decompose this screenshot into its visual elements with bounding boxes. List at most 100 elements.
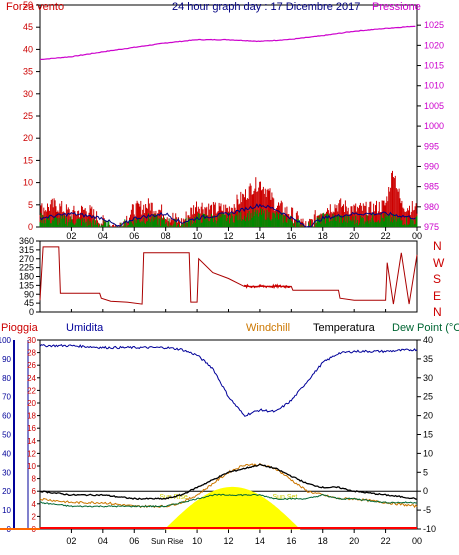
direction-noise-line xyxy=(243,283,291,289)
wind-mean-line xyxy=(39,203,416,228)
dir-label-e: E xyxy=(433,289,441,303)
wind-x-label-4: 10 xyxy=(192,231,202,241)
pressure-axis-label-6: 1005 xyxy=(424,101,444,111)
humidity-axis-title: Umidita xyxy=(66,322,104,334)
dir-label-n-bottom: N xyxy=(433,305,442,319)
direction-frame xyxy=(39,240,418,313)
temp-x-label-12: 12 xyxy=(223,536,233,546)
rain-axis-label-6: 12 xyxy=(27,449,36,458)
humidity-axis-label-8: 80 xyxy=(2,374,11,383)
humidity-axis-label-4: 40 xyxy=(2,449,11,458)
rain-axis-label-4: 8 xyxy=(32,475,37,484)
wind-x-label-6: 14 xyxy=(255,231,265,241)
temp-axis-label-7: 25 xyxy=(423,392,433,402)
pressure-axis-label-4: 995 xyxy=(424,141,439,151)
chart-title: 24 hour graph day : 17 Dicembre 2017 xyxy=(172,1,360,13)
temp-axis-label-1: -5 xyxy=(423,505,431,515)
humidity-axis-label-10: 100 xyxy=(0,336,12,345)
temp-axis-label-8: 30 xyxy=(423,373,433,383)
dir-axis-label-4: 180 xyxy=(19,272,34,282)
rain-axis-label-3: 6 xyxy=(32,487,37,496)
wind-x-label-9: 20 xyxy=(349,231,359,241)
temp-axis-label-6: 20 xyxy=(423,411,433,421)
rain-axis-label-10: 20 xyxy=(27,399,36,408)
temp-x-label-16: 16 xyxy=(286,536,296,546)
windchill-legend: Windchill xyxy=(246,322,290,334)
wind-pressure-frame xyxy=(39,4,418,228)
rain-axis-label-5: 10 xyxy=(27,462,36,471)
rain-axis-label-11: 22 xyxy=(27,386,36,395)
dewpoint-legend: Dew Point (°C xyxy=(392,322,459,334)
wind-axis-label-9: 45 xyxy=(23,22,33,32)
dir-axis-label-8: 360 xyxy=(19,236,34,246)
wind-axis-label-7: 35 xyxy=(23,67,33,77)
temp-x-label-14: 14 xyxy=(255,536,265,546)
temperature-plot: 0 10 20 30 40 50 60 70 80 90 10 00 2 4 6 8 10 12 14 16 18 20 2… xyxy=(0,335,436,546)
wind-x-label-10: 22 xyxy=(381,231,391,241)
rain-axis-label-7: 14 xyxy=(27,437,36,446)
wind-x-label-7: 16 xyxy=(286,231,296,241)
rain-axis-label-14: 28 xyxy=(27,349,36,358)
rain-axis-label-2: 4 xyxy=(32,500,37,509)
humidity-axis-label-5: 50 xyxy=(2,431,11,440)
temp-x-label-04: 04 xyxy=(98,536,108,546)
wind-axis-label-8: 40 xyxy=(23,44,33,54)
dir-label-s: S xyxy=(433,272,441,286)
pressure-axis-label-1: 980 xyxy=(424,202,439,212)
pressure-axis-label-3: 990 xyxy=(424,161,439,171)
temp-axis-label-3: 5 xyxy=(423,467,428,477)
wind-x-label-11: 00 xyxy=(412,231,422,241)
temp-axis-label-9: 35 xyxy=(423,354,433,364)
temp-axis-label-0: -10 xyxy=(423,524,436,534)
wind-x-label-2: 06 xyxy=(129,231,139,241)
pressure-axis-label-10: 1025 xyxy=(424,20,444,30)
wind-x-label-0: 02 xyxy=(66,231,76,241)
temp-axis-label-2: 0 xyxy=(423,486,428,496)
rain-axis-label-9: 18 xyxy=(27,412,36,421)
wind-x-label-1: 04 xyxy=(98,231,108,241)
wind-pressure-plot: 0510152025303540455097598098599099510001… xyxy=(23,0,444,241)
temp-x-label-00: 00 xyxy=(412,536,422,546)
temp-x-label-18: 18 xyxy=(318,536,328,546)
humidity-axis-label-7: 70 xyxy=(2,393,11,402)
pressure-axis-label-5: 1000 xyxy=(424,121,444,131)
wind-x-label-8: 18 xyxy=(318,231,328,241)
dir-axis-label-1: 45 xyxy=(24,298,34,308)
temp-axis-label-5: 15 xyxy=(423,430,433,440)
wind-axis-label-6: 30 xyxy=(23,89,33,99)
dir-label-w: W xyxy=(433,256,445,270)
pressure-axis-label-9: 1020 xyxy=(424,40,444,50)
dir-axis-label-7: 315 xyxy=(19,245,34,255)
sun-area xyxy=(164,486,301,530)
humidity-axis-label-1: 10 xyxy=(2,506,11,515)
pressure-line xyxy=(39,25,416,61)
dir-axis-label-2: 90 xyxy=(24,289,34,299)
temperature-line xyxy=(39,463,418,501)
dewpoint-line xyxy=(39,493,418,508)
temp-x-label-06: 06 xyxy=(129,536,139,546)
temp-axis-label-4: 10 xyxy=(423,448,433,458)
humidity-axis-label-2: 20 xyxy=(2,487,11,496)
wind-axis-label-2: 10 xyxy=(23,178,33,188)
dir-axis-label-3: 135 xyxy=(19,280,34,290)
pressure-axis-label-2: 985 xyxy=(424,182,439,192)
pressure-axis-label-8: 1015 xyxy=(424,61,444,71)
dir-label-n-top: N xyxy=(433,239,442,253)
humidity-axis-label-3: 30 xyxy=(2,468,11,477)
humidity-line xyxy=(39,344,418,417)
wind-axis-label-10: 50 xyxy=(23,0,33,10)
humidity-axis-label-6: 60 xyxy=(2,412,11,421)
rain-axis-title: Pioggia xyxy=(1,322,39,334)
wind-axis-label-1: 5 xyxy=(28,200,33,210)
temperature-legend: Temperatura xyxy=(313,322,376,334)
wind-x-label-3: 08 xyxy=(161,231,171,241)
direction-labels: N W S E N xyxy=(433,239,445,319)
rain-axis-label-1: 2 xyxy=(32,512,37,521)
humidity-axis-label-9: 90 xyxy=(2,355,11,364)
wind-axis-label-0: 0 xyxy=(28,222,33,232)
temp-x-label-10: 10 xyxy=(192,536,202,546)
wind-axis-label-4: 20 xyxy=(23,133,33,143)
pressure-axis-label-0: 975 xyxy=(424,222,439,232)
